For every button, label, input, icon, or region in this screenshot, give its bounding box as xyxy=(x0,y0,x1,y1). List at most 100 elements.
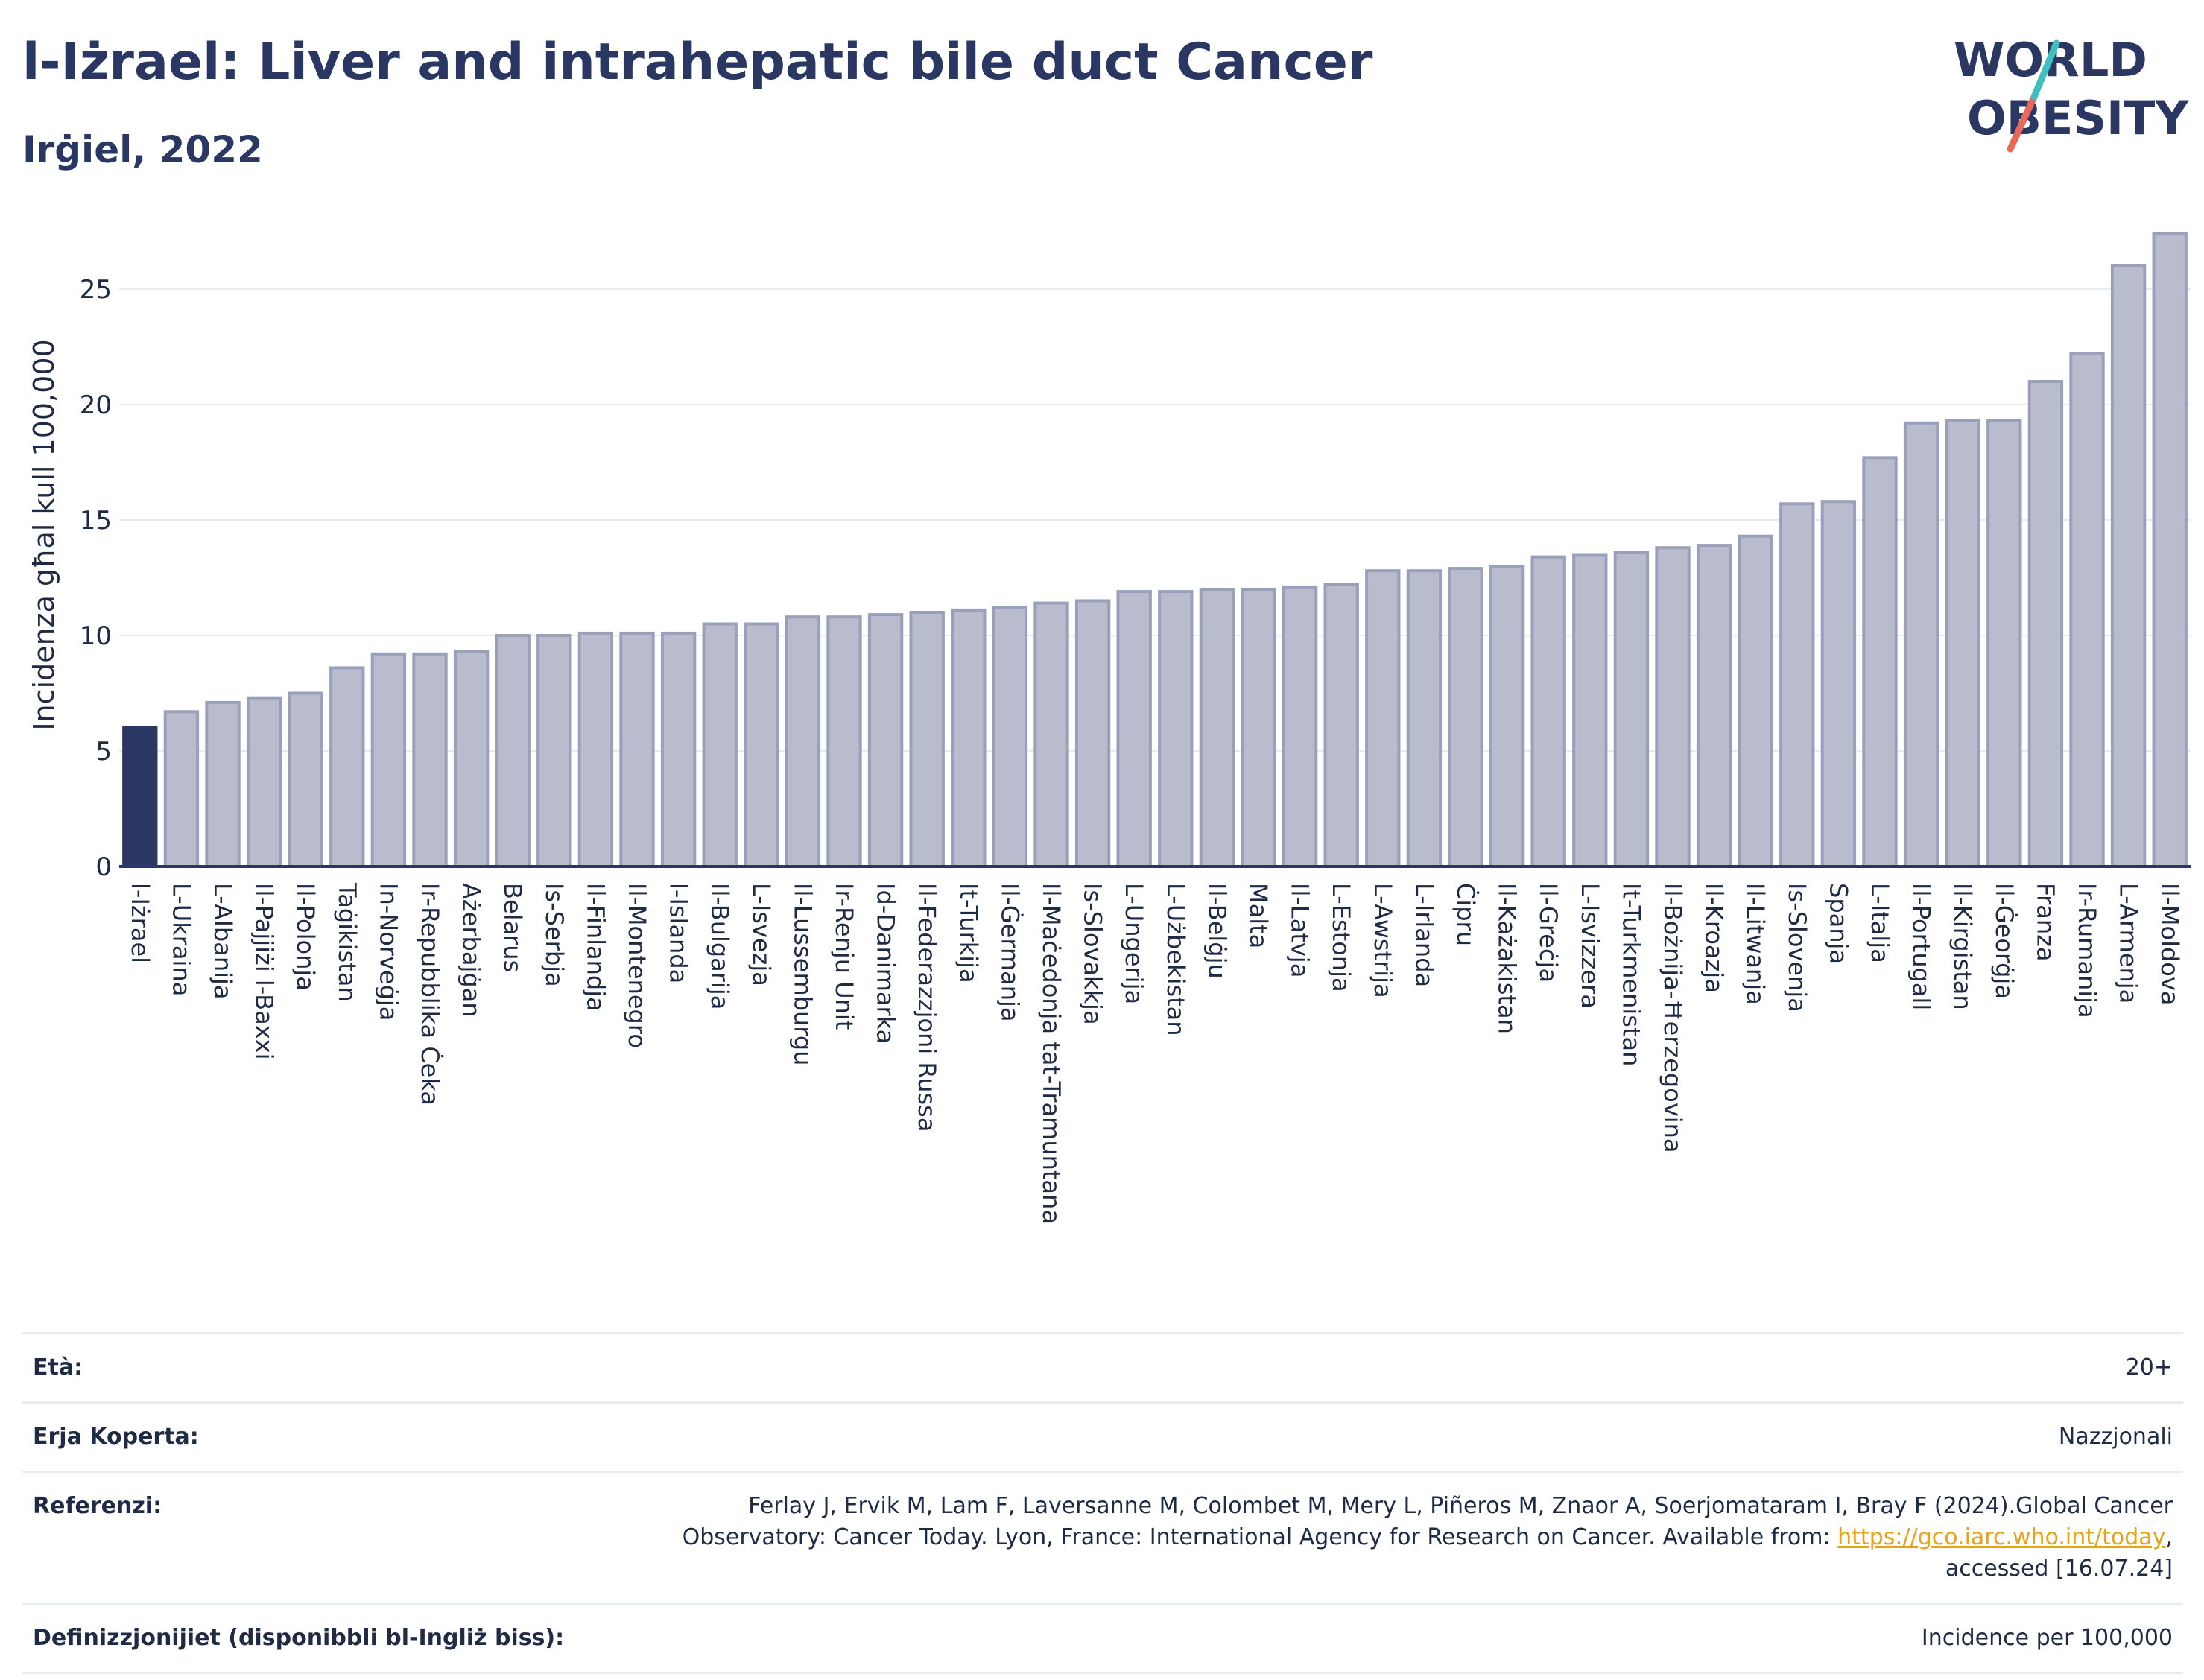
info-table: Età: 20+ Erja Koperta: Nazzjonali Refere… xyxy=(22,1332,2183,1674)
y-tick-label: 15 xyxy=(80,506,112,536)
bar-49[interactable] xyxy=(2152,232,2188,869)
x-tick-label: L-Isvezja xyxy=(747,883,776,986)
bar-40[interactable] xyxy=(1779,502,1815,868)
x-tick-label: Belarus xyxy=(498,883,527,972)
x-tick-label: Il-Ġermanja xyxy=(995,883,1024,1022)
bar-25[interactable] xyxy=(1158,590,1194,868)
bar-27[interactable] xyxy=(1241,588,1276,868)
y-tick-label: 5 xyxy=(95,737,112,767)
bar-8[interactable] xyxy=(453,650,490,868)
x-tick-label: L-Ukraina xyxy=(167,883,195,996)
x-tick-label: Ir-Repubblika Ċeka xyxy=(416,883,444,1106)
x-tick-label: Spanja xyxy=(1824,883,1852,964)
bar-31[interactable] xyxy=(1406,569,1443,868)
x-tick-label: It-Turkmenistan xyxy=(1617,883,1645,1066)
bar-29[interactable] xyxy=(1323,583,1359,868)
bar-48[interactable] xyxy=(2110,264,2147,868)
bar-34[interactable] xyxy=(1530,555,1566,868)
x-tick-label: Il-Bożnija-Ħerzegovina xyxy=(1659,883,1687,1153)
bar-37[interactable] xyxy=(1655,546,1691,868)
bar-13[interactable] xyxy=(660,631,697,869)
x-tick-label: L-Albanija xyxy=(209,883,237,999)
bar-5[interactable] xyxy=(329,666,365,869)
bar-6[interactable] xyxy=(370,652,407,868)
bar-9[interactable] xyxy=(495,634,531,868)
definitions-value: Incidence per 100,000 xyxy=(1921,1625,2173,1651)
bar-20[interactable] xyxy=(951,608,987,869)
bar-32[interactable] xyxy=(1448,567,1483,868)
bar-19[interactable] xyxy=(909,611,945,868)
bar-12[interactable] xyxy=(619,631,655,869)
x-tick-label: Id-Danimarka xyxy=(872,883,900,1044)
x-tick-label: Ir-Rumanija xyxy=(2073,883,2101,1018)
bar-47[interactable] xyxy=(2069,352,2105,868)
bar-36[interactable] xyxy=(1613,551,1650,869)
x-tick-label: Il-Maċedonja tat-Tramuntana xyxy=(1037,883,1065,1224)
age-label: Età: xyxy=(33,1354,83,1381)
bar-33[interactable] xyxy=(1489,565,1525,868)
references-value: Ferlay J, Ervik M, Lam F, Laversanne M, … xyxy=(683,1491,2173,1585)
x-tick-label: Is-Slovakkja xyxy=(1079,883,1107,1025)
x-tick-label: Il-Montenegro xyxy=(623,883,651,1048)
bar-30[interactable] xyxy=(1365,569,1401,868)
info-row-coverage: Erja Koperta: Nazzjonali xyxy=(22,1401,2183,1471)
bar-38[interactable] xyxy=(1696,544,1732,868)
x-tick-label: Il-Litwanja xyxy=(1741,883,1770,1005)
y-axis-label: Incidenza għal kull 100,000 xyxy=(28,339,60,730)
x-tick-label: L-Armenja xyxy=(2115,883,2143,1004)
info-row-references: Referenzi: Ferlay J, Ervik M, Lam F, Lav… xyxy=(22,1471,2183,1603)
bar-39[interactable] xyxy=(1738,534,1773,868)
bar-23[interactable] xyxy=(1074,599,1111,868)
x-tick-label: Il-Moldova xyxy=(2156,883,2184,1005)
info-row-definitions: Definizzjonijiet (disponibbli bl-Ingliż … xyxy=(22,1603,2183,1674)
references-label: Referenzi: xyxy=(33,1493,162,1519)
x-tick-label: L-Isvizzera xyxy=(1576,883,1604,1009)
bar-3[interactable] xyxy=(246,696,282,869)
bar-41[interactable] xyxy=(1820,500,1857,868)
bar-11[interactable] xyxy=(577,631,614,869)
bar-16[interactable] xyxy=(785,615,821,868)
logo-slash-teal xyxy=(2030,39,2060,101)
definitions-label: Definizzjonijiet (disponibbli bl-Ingliż … xyxy=(33,1625,565,1651)
bar-0[interactable] xyxy=(122,726,158,868)
bar-28[interactable] xyxy=(1282,585,1318,869)
bar-17[interactable] xyxy=(826,615,862,868)
bar-1[interactable] xyxy=(163,710,200,868)
y-tick-label: 25 xyxy=(80,275,112,305)
x-tick-label: Ir-Renju Unit xyxy=(830,883,858,1030)
x-tick-label: Is-Serbja xyxy=(540,883,569,987)
reference-link[interactable]: https://gco.iarc.who.int/today xyxy=(1837,1524,2166,1550)
x-tick-label: Taġikistan xyxy=(333,882,361,1002)
y-tick-label: 0 xyxy=(95,852,112,882)
bar-15[interactable] xyxy=(744,622,779,868)
bar-21[interactable] xyxy=(992,606,1028,868)
bar-43[interactable] xyxy=(1903,421,1939,868)
bar-chart: 0 5 10 15 20 25 l-Iżrael L-Ukraina L-Albanija Il… xyxy=(28,232,2191,1224)
x-tick-label: Il-Finlandja xyxy=(581,883,609,1012)
x-tick-label: Il-Federazzjoni Russa xyxy=(913,883,941,1132)
bar-45[interactable] xyxy=(1986,419,2022,868)
bar-14[interactable] xyxy=(702,622,738,868)
bar-44[interactable] xyxy=(1945,419,1980,868)
bar-4[interactable] xyxy=(288,691,323,868)
x-tick-label: Malta xyxy=(1244,883,1273,948)
x-tick-label: Il-Kirgistan xyxy=(1948,883,1977,1010)
bar-22[interactable] xyxy=(1033,601,1069,868)
info-row-age: Età: 20+ xyxy=(22,1332,2183,1401)
chart-title: l-Iżrael: Liver and intrahepatic bile du… xyxy=(22,33,1373,92)
bar-26[interactable] xyxy=(1199,588,1235,868)
x-tick-label: Il-Bulgarija xyxy=(706,883,734,1009)
bar-24[interactable] xyxy=(1116,590,1152,868)
y-tick-labels: 0 5 10 15 20 25 xyxy=(80,275,112,882)
reference-comma: , xyxy=(2165,1524,2173,1550)
bar-46[interactable] xyxy=(2027,380,2064,868)
x-tick-label: Ċipru xyxy=(1451,883,1480,946)
bar-35[interactable] xyxy=(1572,553,1608,868)
bar-18[interactable] xyxy=(867,613,904,868)
bar-42[interactable] xyxy=(1862,456,1898,868)
bar-7[interactable] xyxy=(412,652,448,868)
bar-2[interactable] xyxy=(205,700,241,869)
x-tick-label: Il-Kroazja xyxy=(1700,883,1729,993)
x-tick-label: Il-Portugall xyxy=(1907,883,1936,1010)
bar-10[interactable] xyxy=(536,634,572,868)
